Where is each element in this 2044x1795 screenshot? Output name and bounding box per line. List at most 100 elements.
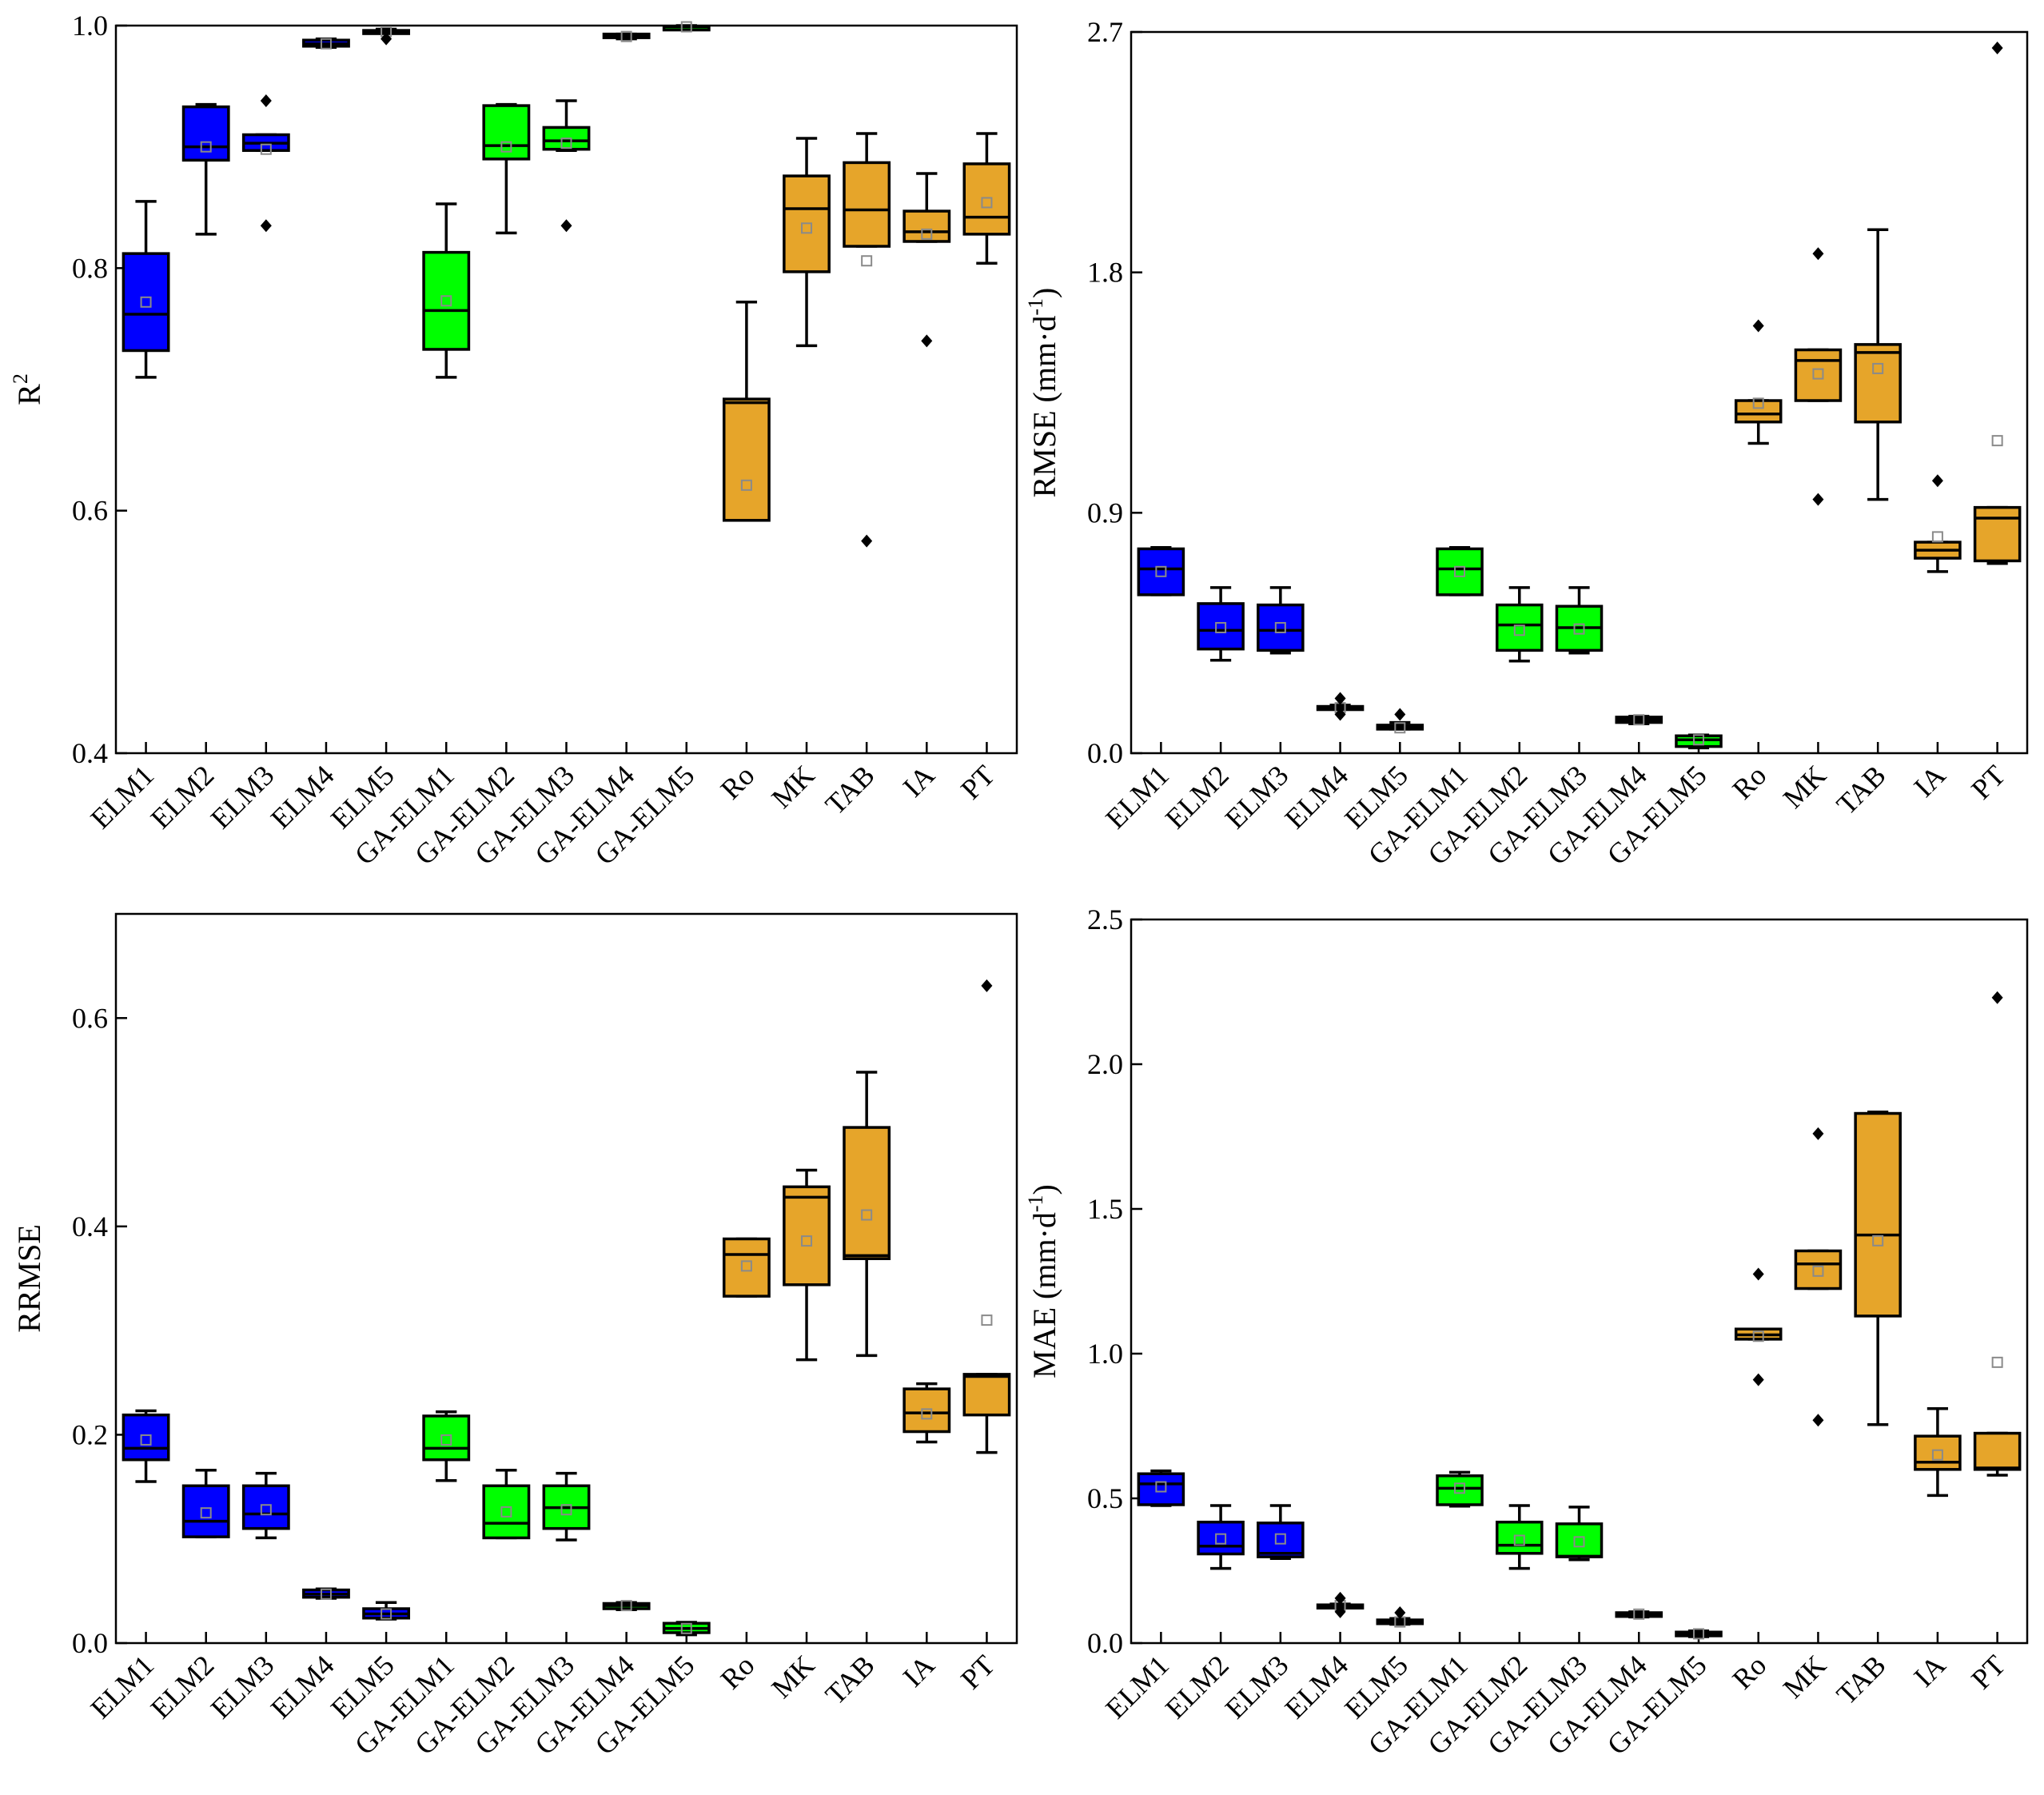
box-ro [722,1237,771,1298]
box-elm2 [181,102,230,236]
chart-panel-3: 0.00.20.40.6RRMSEELM1ELM2ELM3ELM4ELM5GA-… [11,912,1018,1761]
box-body [1197,602,1245,651]
box-elm4 [302,37,350,50]
outlier-point [1812,1414,1824,1427]
x-tick-label-pt: PT [954,759,1001,805]
box-mk [783,1168,831,1362]
y-tick-label: 0.5 [1087,1482,1123,1514]
box-ga-elm4 [1615,1608,1663,1620]
outlier-point [560,219,572,233]
box-elm5 [1376,1606,1424,1628]
box-ga-elm3 [1555,1506,1604,1562]
box-body [1436,547,1484,596]
box-ga-elm3 [542,1471,591,1542]
mean-marker [500,141,512,153]
box-mk [1794,1127,1843,1427]
mean-marker [1872,1235,1884,1247]
x-tick-label-elm3: ELM3 [205,1649,281,1725]
box-pt [1973,991,2022,1477]
box-ga-elm2 [482,102,531,235]
box-elm3 [1257,586,1305,655]
box-body [1137,1472,1185,1506]
mean-marker [320,38,332,50]
box-elm2 [1197,586,1245,662]
box-body [902,1387,951,1434]
chart-panel-1: 0.40.60.81.0R2ELM1ELM2ELM3ELM4ELM5GA-ELM… [9,10,1018,871]
box-elm1 [1137,546,1185,596]
y-axis-title: RRMSE [11,1224,47,1333]
x-tick-label-elm3: ELM3 [1219,759,1295,835]
mean-marker [1155,1481,1167,1493]
mean-marker [1752,1330,1764,1342]
box-elm5 [362,1601,411,1621]
mean-marker [1991,1356,2003,1368]
box-ga-elm5 [662,1621,711,1637]
box-elm5 [1376,708,1424,734]
y-tick-label: 1.0 [72,10,108,42]
x-tick-label-elm4: ELM4 [1278,759,1354,835]
x-tick-label-elm4: ELM4 [265,1649,341,1725]
box-mk [1794,247,1843,506]
box-elm4 [302,1587,350,1600]
box-ia [1914,474,1962,573]
box-tab [1854,1110,1902,1426]
mean-marker [1692,1628,1704,1640]
box-pt [1973,42,2022,565]
box-body [241,1484,290,1530]
box-body [1794,348,1843,402]
y-tick-label: 1.0 [1087,1338,1123,1370]
box-ga-elm2 [1495,586,1544,663]
outlier-point [1752,319,1764,333]
outlier-point [1752,1267,1764,1281]
x-tick-label-ro: Ro [715,759,761,805]
box-ia [902,1382,951,1444]
x-tick-label-pt: PT [954,1649,1001,1695]
box-ro [722,301,771,522]
mean-marker [440,295,452,307]
y-tick-label: 2.0 [1087,1048,1123,1080]
x-tick-label-tab: TAB [819,1649,881,1710]
box-elm3 [241,94,290,233]
mean-marker [1394,722,1406,734]
mean-marker [1155,565,1167,577]
box-body [843,1126,891,1260]
mean-marker [500,1506,512,1518]
box-body [1495,1520,1544,1555]
box-elm5 [362,26,411,46]
mean-marker [1872,362,1884,374]
mean-marker [560,1504,572,1516]
y-tick-label: 2.5 [1087,903,1123,935]
mean-marker [320,1588,332,1600]
box-ga-elm1 [1436,1470,1484,1508]
box-body [1436,1474,1484,1506]
mean-marker [801,222,813,234]
box-body [722,397,771,522]
mean-marker [1931,531,1943,543]
x-tick-label-elm1: ELM1 [84,759,160,835]
outlier-point [1334,1591,1346,1605]
box-body [1854,1111,1902,1318]
mean-marker [1812,1265,1824,1277]
y-axis-title: RMSE (mm·d-1) [1024,288,1062,498]
x-tick-label-ia: IA [897,1649,941,1693]
y-axis-title-end: ) [1026,1184,1062,1195]
box-body [962,162,1011,236]
mean-marker [1513,1534,1525,1546]
outlier-point [260,94,272,108]
mean-marker [1692,734,1704,746]
x-tick-label-elm1: ELM1 [84,1649,160,1725]
x-tick-label-elm3: ELM3 [1219,1649,1295,1725]
mean-marker [200,141,212,153]
box-body [1257,603,1305,652]
box-elm1 [122,200,170,379]
outlier-point [260,219,272,233]
outlier-point [981,979,993,992]
mean-marker [1274,1533,1286,1545]
y-axis-title: R2 [9,373,47,405]
y-axis-title-text: RRMSE [11,1224,47,1333]
box-body [1973,505,2022,563]
box-elm1 [122,1409,170,1483]
box-ga-elm5 [662,21,711,33]
box-ga-elm2 [482,1468,531,1540]
